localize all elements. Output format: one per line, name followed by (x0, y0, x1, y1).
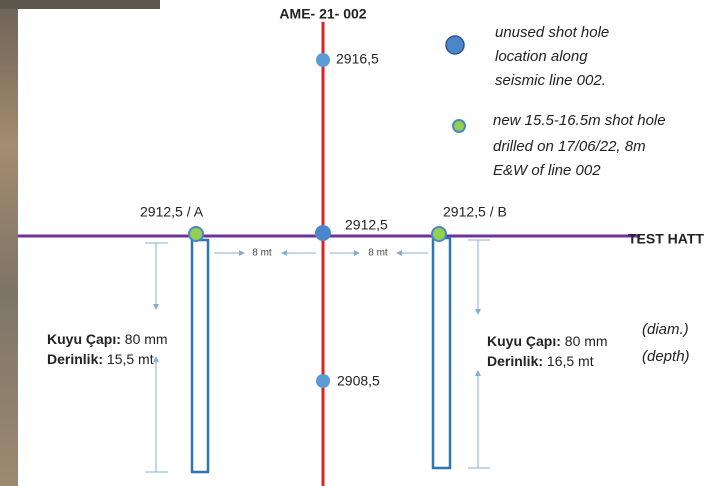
point-label: 2916,5 (336, 51, 379, 67)
new-hole (188, 226, 204, 242)
shot-point (316, 374, 330, 388)
spec-value: 80 mm (565, 333, 608, 349)
aerial-strip-top (0, 0, 160, 9)
spec-key: Kuyu Çapı: (487, 333, 561, 349)
line-label: TEST HATT (628, 231, 704, 247)
hole-label: 2912,5 / B (443, 204, 507, 220)
spec-key: Kuyu Çapı: (47, 331, 121, 347)
note: (diam.) (642, 321, 689, 338)
hole-label: 2912,5 / A (140, 204, 204, 220)
note: (depth) (642, 348, 690, 365)
shot-point (316, 53, 330, 67)
legend-text: seismic line 002. (495, 72, 606, 89)
aerial-strip (0, 0, 18, 486)
spacing-label: 8 mt (368, 248, 388, 259)
spec-key: Derinlik: (487, 353, 543, 369)
legend-text: location along (495, 48, 588, 65)
shot-point (315, 225, 331, 241)
hole-spec: Kuyu Çapı: 80 mm (487, 333, 608, 349)
spec-value: 80 mm (125, 331, 168, 347)
legend-text: drilled on 17/06/22, 8m (493, 138, 646, 155)
legend-symbol (452, 119, 466, 133)
title: AME- 21- 002 (279, 6, 366, 22)
spacing-label: 8 mt (252, 248, 272, 259)
legend-text: E&W of line 002 (493, 162, 601, 179)
dimension-lines (145, 239, 490, 473)
spec-value: 15,5 mt (107, 351, 154, 367)
point-label: 2908,5 (337, 373, 380, 389)
spec-key: Derinlik: (47, 351, 103, 367)
hole-spec: Kuyu Çapı: 80 mm (47, 331, 168, 347)
new-hole (431, 226, 447, 242)
hole (190, 238, 210, 474)
arrow-heads (153, 250, 481, 376)
hole (431, 236, 452, 470)
legend-text: unused shot hole (495, 24, 609, 41)
hole-spec: Derinlik: 16,5 mt (487, 353, 594, 369)
hole-spec: Derinlik: 15,5 mt (47, 351, 154, 367)
spec-value: 16,5 mt (547, 353, 594, 369)
legend-text: new 15.5-16.5m shot hole (493, 112, 666, 129)
point-label: 2912,5 (345, 217, 388, 233)
legend-symbol (445, 35, 465, 55)
